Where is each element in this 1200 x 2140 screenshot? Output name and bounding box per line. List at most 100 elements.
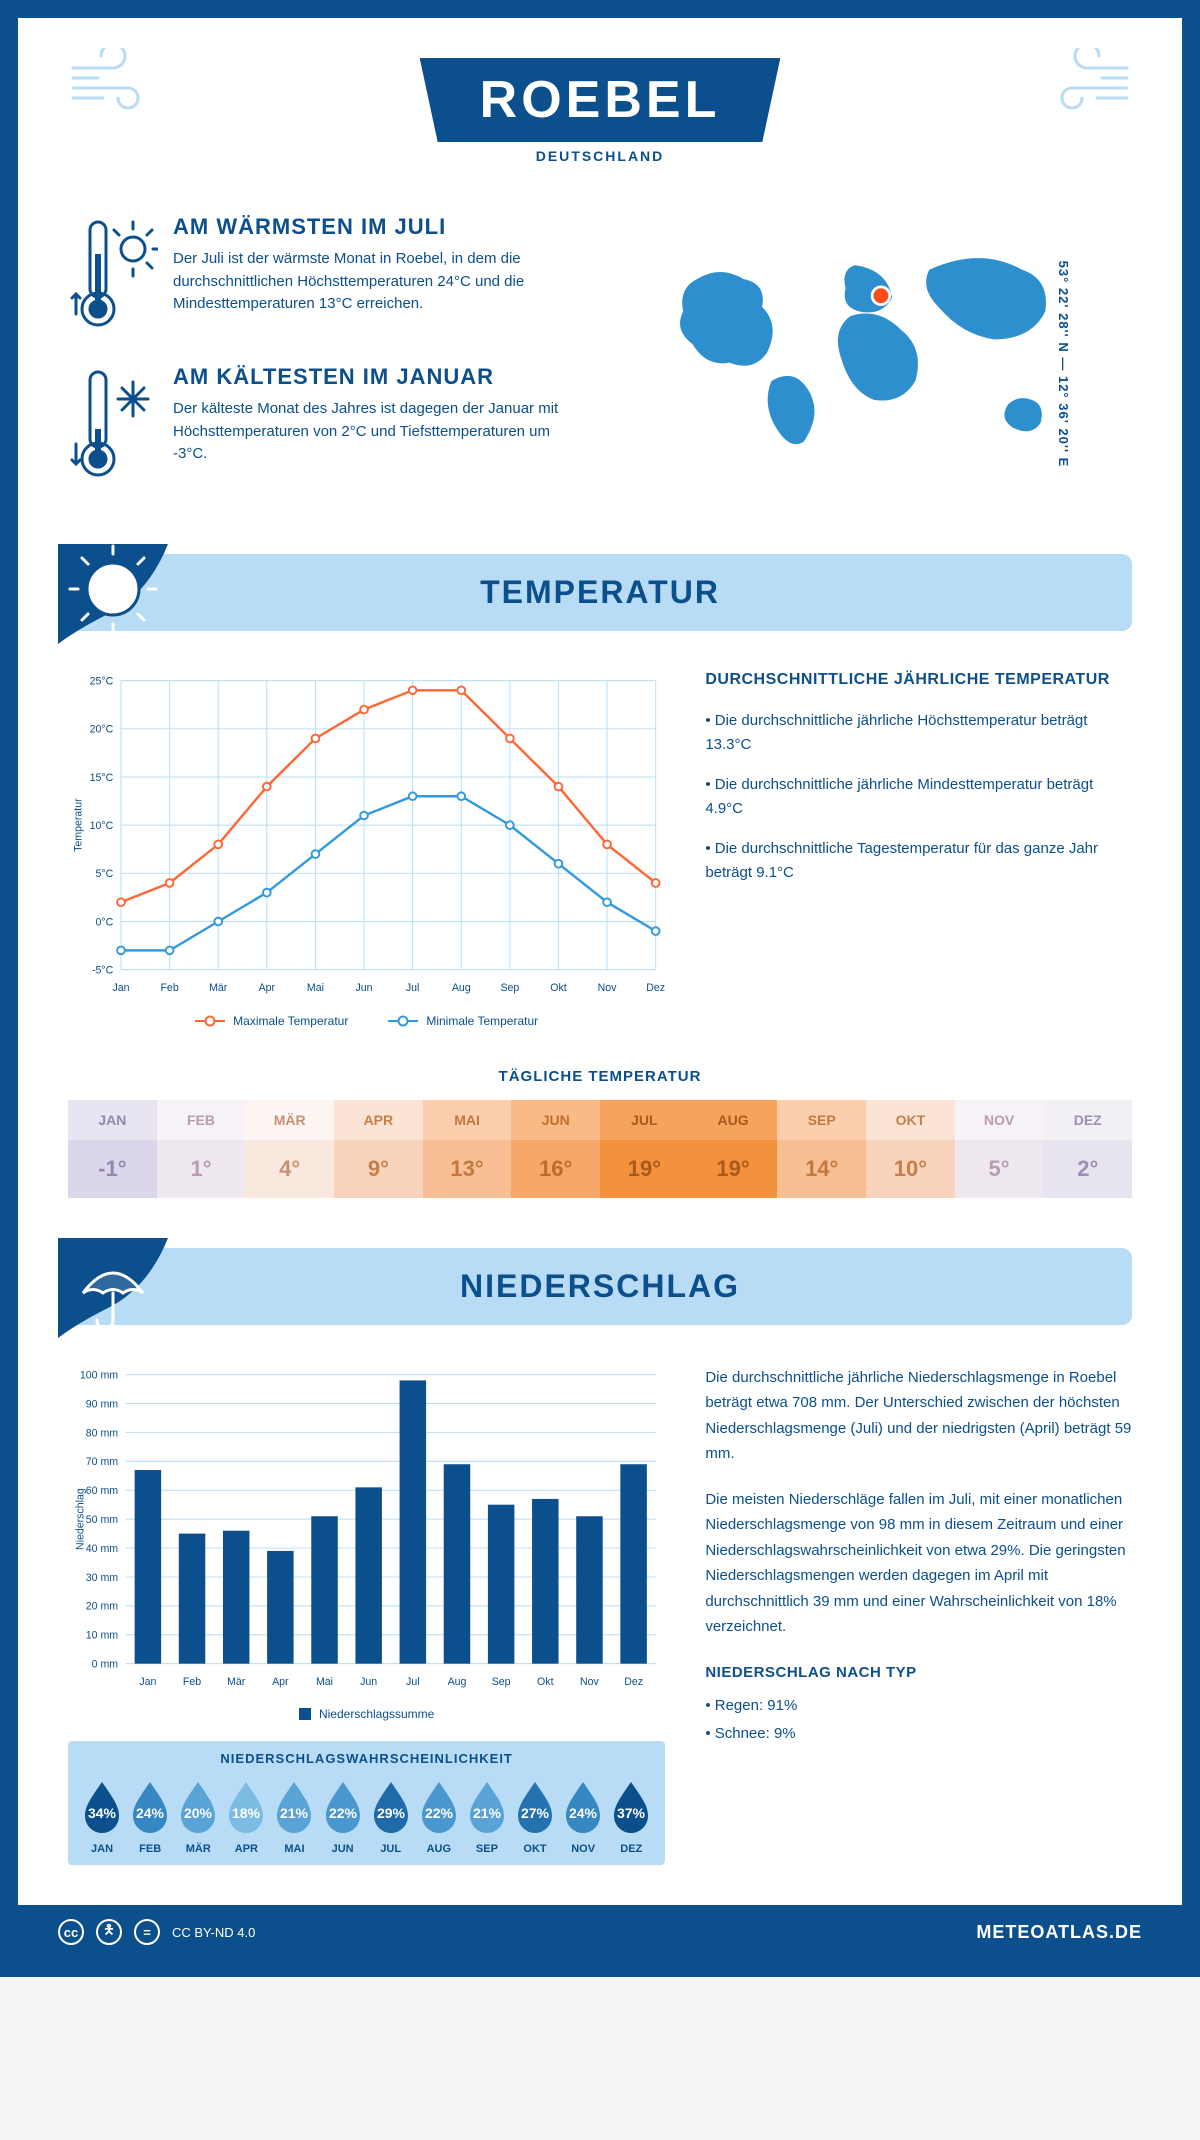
svg-text:Dez: Dez [624,1675,643,1687]
svg-text:Aug: Aug [448,1675,467,1687]
svg-text:Dez: Dez [646,982,665,994]
svg-text:Jun: Jun [356,982,373,994]
nd-icon: = [134,1919,160,1945]
daily-temp-table: JAN -1° FEB 1° MÄR 4° APR 9° MAI 13° JUN… [68,1100,1132,1198]
precip-heading: NIEDERSCHLAG [68,1268,1132,1305]
svg-text:Nov: Nov [580,1675,600,1687]
thermometer-hot-icon [68,214,158,334]
prob-drop: 20% MÄR [175,1778,221,1855]
svg-text:Feb: Feb [160,982,178,994]
svg-text:37%: 37% [617,1805,646,1821]
svg-text:40 mm: 40 mm [86,1542,119,1554]
cc-icon: cc [58,1919,84,1945]
prob-drop: 34% JAN [79,1778,125,1855]
precip-p2: Die meisten Niederschläge fallen im Juli… [705,1487,1132,1640]
svg-text:34%: 34% [88,1805,117,1821]
daily-cell: MAI 13° [423,1100,512,1198]
svg-text:Sep: Sep [500,982,519,994]
daily-cell: NOV 5° [955,1100,1044,1198]
svg-text:90 mm: 90 mm [86,1398,119,1410]
svg-text:Jul: Jul [406,1675,420,1687]
svg-text:Apr: Apr [259,982,276,994]
country-subtitle: DEUTSCHLAND [68,148,1132,164]
wind-icon [1032,48,1132,128]
svg-text:21%: 21% [473,1805,502,1821]
svg-text:22%: 22% [425,1805,454,1821]
svg-text:Jan: Jan [139,1675,156,1687]
svg-text:10 mm: 10 mm [86,1629,119,1641]
prob-drop: 24% FEB [127,1778,173,1855]
precip-type-heading: NIEDERSCHLAG NACH TYP [705,1660,1132,1686]
svg-text:Sep: Sep [492,1675,511,1687]
daily-cell: MÄR 4° [245,1100,334,1198]
svg-text:Mai: Mai [307,982,324,994]
svg-text:Nov: Nov [598,982,618,994]
svg-text:70 mm: 70 mm [86,1456,119,1468]
temp-info: DURCHSCHNITTLICHE JÄHRLICHE TEMPERATUR •… [705,671,1132,1028]
footer: cc 🯅 = CC BY-ND 4.0 METEOATLAS.DE [18,1905,1182,1959]
cold-block: AM KÄLTESTEN IM JANUAR Der kälteste Mona… [68,364,585,484]
svg-text:21%: 21% [280,1805,309,1821]
prob-drop: 21% MAI [271,1778,317,1855]
svg-text:100 mm: 100 mm [80,1369,118,1381]
svg-text:Okt: Okt [550,982,567,994]
svg-text:Niederschlag: Niederschlag [74,1488,86,1550]
daily-cell: JUN 16° [511,1100,600,1198]
daily-cell: SEP 14° [777,1100,866,1198]
daily-cell: OKT 10° [866,1100,955,1198]
by-icon: 🯅 [96,1919,122,1945]
svg-text:50 mm: 50 mm [86,1514,119,1526]
svg-text:Temperatur: Temperatur [72,798,84,852]
cold-title: AM KÄLTESTEN IM JANUAR [173,364,585,390]
legend-min: Minimale Temperatur [388,1014,538,1028]
svg-text:20%: 20% [184,1805,213,1821]
daily-cell: AUG 19° [689,1100,778,1198]
svg-text:25°C: 25°C [90,675,114,687]
svg-text:27%: 27% [521,1805,550,1821]
prob-drop: 29% JUL [368,1778,414,1855]
umbrella-icon [58,1238,178,1338]
svg-text:0 mm: 0 mm [92,1658,119,1670]
prob-drop: 22% JUN [320,1778,366,1855]
temp-heading: TEMPERATUR [68,574,1132,611]
svg-text:-5°C: -5°C [92,965,114,977]
svg-text:20 mm: 20 mm [86,1600,119,1612]
svg-text:60 mm: 60 mm [86,1485,119,1497]
prob-drop: 24% NOV [560,1778,606,1855]
prob-drop: 27% OKT [512,1778,558,1855]
daily-cell: FEB 1° [157,1100,246,1198]
svg-text:10°C: 10°C [90,820,114,832]
prob-drop: 37% DEZ [608,1778,654,1855]
temp-info-b2: • Die durchschnittliche jährliche Mindes… [705,773,1132,821]
svg-text:Mai: Mai [316,1675,333,1687]
legend-max: Maximale Temperatur [195,1014,348,1028]
world-map [615,214,1132,474]
temp-info-b1: • Die durchschnittliche jährliche Höchst… [705,709,1132,757]
svg-text:29%: 29% [377,1805,406,1821]
daily-cell: DEZ 2° [1043,1100,1132,1198]
warm-text: Der Juli ist der wärmste Monat in Roebel… [173,248,585,316]
prob-title: NIEDERSCHLAGSWAHRSCHEINLICHKEIT [78,1751,655,1766]
prob-drop: 22% AUG [416,1778,462,1855]
svg-text:Jan: Jan [112,982,129,994]
svg-text:Jul: Jul [406,982,420,994]
cold-text: Der kälteste Monat des Jahres ist dagege… [173,398,585,466]
title-ribbon: ROEBEL [420,58,781,142]
svg-text:18%: 18% [232,1805,261,1821]
precip-type1: • Regen: 91% [705,1693,1132,1719]
city-title: ROEBEL [480,70,721,130]
precip-p1: Die durchschnittliche jährliche Niedersc… [705,1365,1132,1467]
svg-text:80 mm: 80 mm [86,1427,119,1439]
svg-text:24%: 24% [136,1805,165,1821]
svg-text:20°C: 20°C [90,724,114,736]
svg-text:Okt: Okt [537,1675,554,1687]
svg-text:24%: 24% [569,1805,598,1821]
legend-precip: Niederschlagssumme [299,1707,434,1721]
svg-text:15°C: 15°C [90,772,114,784]
prob-drop: 21% SEP [464,1778,510,1855]
precip-section-banner: NIEDERSCHLAG [68,1248,1132,1325]
svg-text:Apr: Apr [272,1675,289,1687]
daily-cell: JAN -1° [68,1100,157,1198]
site-name: METEOATLAS.DE [976,1922,1142,1943]
precip-type2: • Schnee: 9% [705,1721,1132,1747]
